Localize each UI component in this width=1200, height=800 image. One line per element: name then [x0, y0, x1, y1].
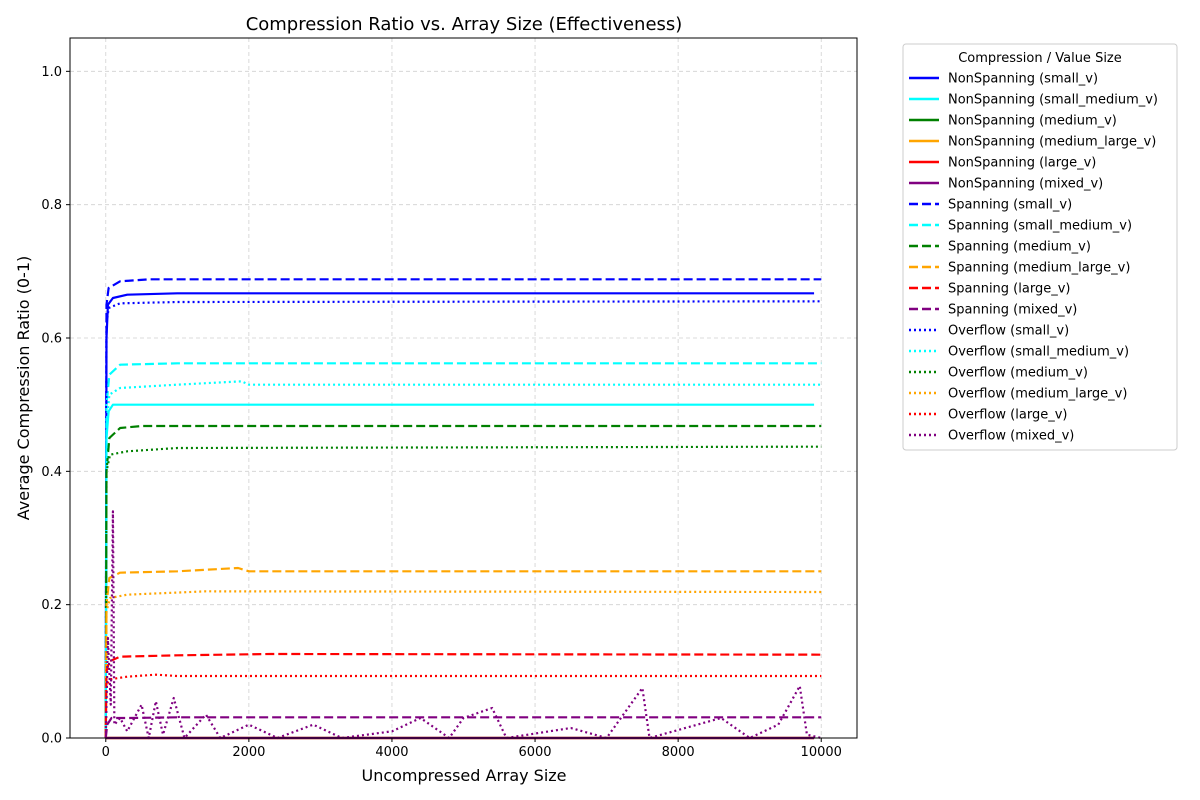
- x-tick-label: 10000: [801, 745, 842, 760]
- series-line: [104, 278, 822, 739]
- series-line: [104, 566, 822, 739]
- legend-entry: Spanning (medium_large_v): [948, 261, 1130, 276]
- y-tick-label: 0.2: [41, 598, 62, 613]
- legend-entry: NonSpanning (small_v): [948, 72, 1098, 87]
- legend-entry: Overflow (small_medium_v): [948, 345, 1129, 360]
- series-line: [104, 292, 815, 739]
- series-line: [104, 362, 822, 739]
- x-tick-label: 4000: [375, 745, 408, 760]
- grid: [70, 38, 857, 739]
- legend-entry: Spanning (mixed_v): [948, 303, 1077, 318]
- legend-entry: NonSpanning (medium_large_v): [948, 135, 1156, 150]
- legend-entry: Spanning (medium_v): [948, 240, 1091, 255]
- legend-box: [902, 43, 1178, 451]
- y-axis: 0.0 0.2 0.4 0.6 0.8 1.0: [41, 65, 70, 747]
- y-tick-label: 0.0: [41, 732, 62, 747]
- legend-entry: NonSpanning (mixed_v): [948, 177, 1103, 192]
- legend-entry: NonSpanning (medium_v): [948, 114, 1117, 129]
- series-line: [104, 510, 822, 740]
- x-axis: 0 2000 4000 6000 8000 10000: [102, 738, 842, 760]
- series-line: [104, 673, 822, 739]
- y-axis-label: Average Compression Ratio (0-1): [14, 256, 33, 520]
- legend-entry: Overflow (small_v): [948, 324, 1069, 339]
- series-line: [104, 424, 822, 739]
- legend-entry: NonSpanning (large_v): [948, 156, 1096, 171]
- series-line: [104, 300, 822, 739]
- x-tick-label: 2000: [232, 745, 265, 760]
- x-tick-label: 8000: [662, 745, 695, 760]
- y-tick-label: 0.4: [41, 465, 62, 480]
- legend-entry: Spanning (small_v): [948, 198, 1072, 213]
- legend-entry: Spanning (large_v): [948, 282, 1070, 297]
- series-line: [104, 652, 822, 739]
- x-axis-label: Uncompressed Array Size: [361, 766, 566, 785]
- series-line: [104, 445, 822, 739]
- plot-area: [104, 278, 822, 740]
- chart-title: Compression Ratio vs. Array Size (Effect…: [246, 14, 683, 35]
- legend-title: Compression / Value Size: [958, 51, 1122, 66]
- x-tick-label: 6000: [518, 745, 551, 760]
- legend: Compression / Value Size NonSpanning (sm…: [902, 43, 1178, 451]
- series-line: [104, 590, 822, 739]
- legend-entry: Overflow (medium_v): [948, 366, 1088, 381]
- legend-entry: Overflow (large_v): [948, 408, 1067, 423]
- legend-entry: NonSpanning (small_medium_v): [948, 93, 1158, 108]
- legend-entry: Spanning (small_medium_v): [948, 219, 1132, 234]
- y-tick-label: 0.8: [41, 198, 62, 213]
- y-tick-label: 0.6: [41, 332, 62, 347]
- legend-entry: Overflow (medium_large_v): [948, 387, 1127, 402]
- series-line: [104, 380, 822, 739]
- plot-frame: [69, 37, 858, 739]
- x-tick-label: 0: [102, 745, 110, 760]
- y-tick-label: 1.0: [41, 65, 62, 80]
- legend-entry: Overflow (mixed_v): [948, 429, 1074, 444]
